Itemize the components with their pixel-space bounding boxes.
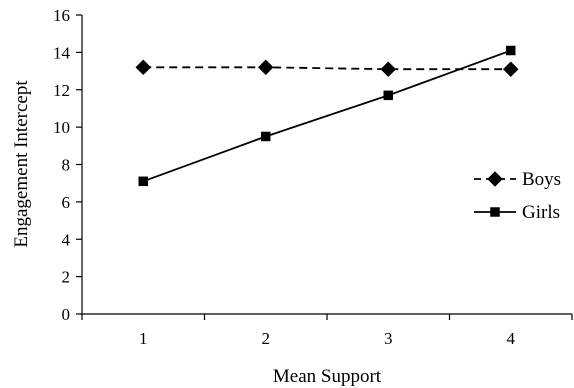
legend-item-boys: Boys <box>474 169 561 190</box>
data-point-girls <box>261 132 270 141</box>
x-tick-label: 1 <box>139 329 148 348</box>
y-tick-label: 2 <box>62 268 71 287</box>
legend: Boys Girls <box>474 169 561 223</box>
data-point-girls <box>139 177 148 186</box>
data-point-boys <box>503 62 518 77</box>
data-point-boys <box>136 60 151 75</box>
y-tick-label: 0 <box>62 305 71 324</box>
data-point-boys <box>381 62 396 77</box>
y-axis-label: Engagement Intercept <box>11 80 32 248</box>
y-tick-label: 6 <box>62 193 71 212</box>
y-tick-label: 12 <box>53 81 70 100</box>
x-tick-label: 3 <box>384 329 393 348</box>
series-girls <box>139 46 516 186</box>
y-tick-label: 4 <box>62 230 71 249</box>
x-ticks: 1 2 3 4 <box>82 314 572 348</box>
series-line-girls <box>143 51 511 182</box>
y-tick-label: 14 <box>53 43 71 62</box>
series <box>136 46 519 186</box>
data-point-girls <box>506 46 515 55</box>
data-point-boys <box>258 60 273 75</box>
axes <box>82 15 572 314</box>
y-tick-label: 8 <box>62 156 71 175</box>
y-ticks: 0 2 4 6 8 10 12 14 16 <box>53 6 82 324</box>
data-point-girls <box>384 91 393 100</box>
legend-marker-boys <box>488 172 503 187</box>
x-tick-label: 2 <box>262 329 271 348</box>
legend-label-boys: Boys <box>522 169 561 190</box>
y-tick-label: 10 <box>53 118 70 137</box>
legend-marker-girls <box>491 208 500 217</box>
x-tick-label: 4 <box>507 329 516 348</box>
series-line-boys <box>143 67 511 69</box>
x-axis-label: Mean Support <box>273 366 382 387</box>
y-tick-label: 16 <box>53 6 70 25</box>
legend-item-girls: Girls <box>474 202 560 223</box>
legend-label-girls: Girls <box>522 202 560 223</box>
